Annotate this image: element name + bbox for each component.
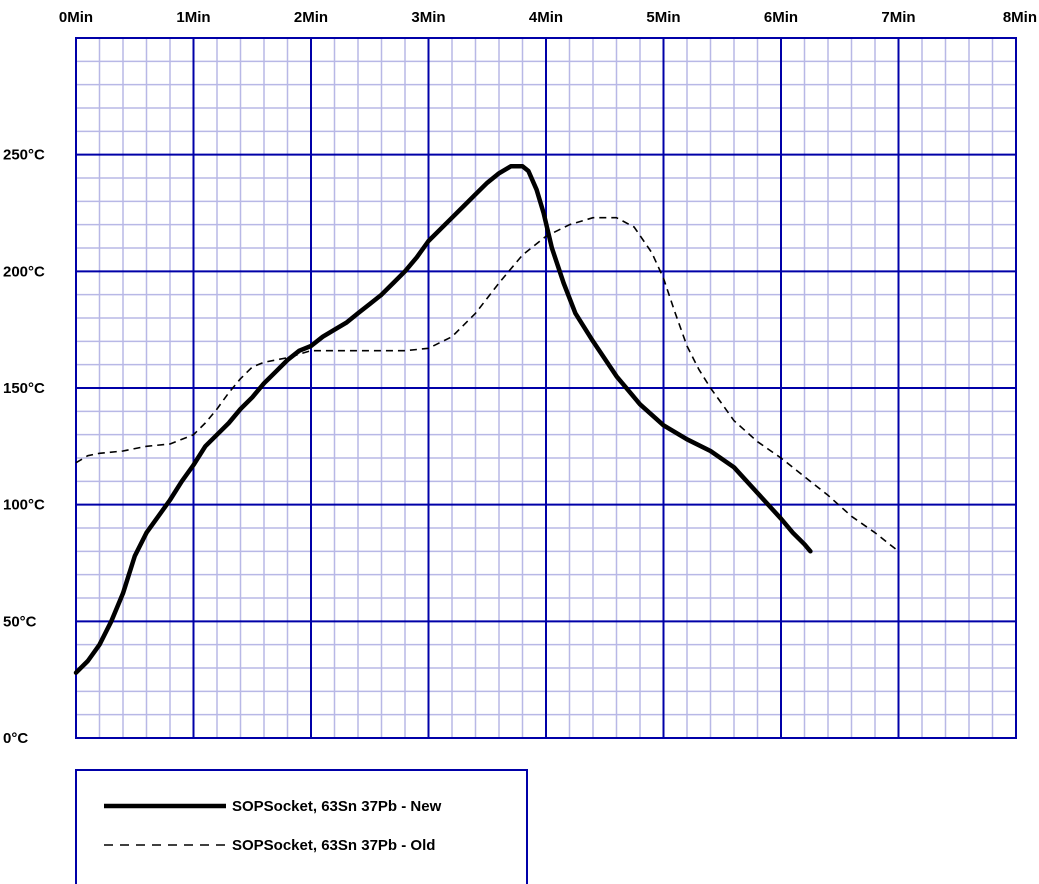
legend-label-old: SOPSocket, 63Sn 37Pb - Old [232,837,435,854]
x-tick-label: 3Min [411,9,445,26]
x-tick-label: 4Min [529,9,563,26]
legend: SOPSocket, 63Sn 37Pb - New SOPSocket, 63… [75,769,528,884]
series-line-old [75,216,899,552]
x-tick-label: 0Min [59,9,93,26]
x-tick-label: 2Min [294,9,328,26]
legend-label-new: SOPSocket, 63Sn 37Pb - New [232,798,442,815]
plot-area-border [75,37,1017,739]
y-tick-label: 50°C [3,613,37,630]
y-tick-label: 100°C [3,497,45,514]
x-tick-label: 8Min [1003,9,1037,26]
x-axis-ticks: 0Min 1Min 2Min 3Min 4Min 5Min 6Min 7Min 8Min [59,9,1037,26]
y-tick-label: 200°C [3,263,45,280]
y-tick-label: 250°C [3,147,45,164]
y-axis-ticks: 0°C 50°C 100°C 150°C 200°C 250°C [3,147,45,747]
series-layer [73,164,899,675]
x-tick-label: 7Min [881,9,915,26]
y-tick-label: 0°C [3,730,28,747]
series-line-new [73,164,813,675]
x-tick-label: 6Min [764,9,798,26]
legend-box [75,769,528,884]
x-tick-label: 5Min [646,9,680,26]
y-tick-label: 150°C [3,380,45,397]
x-tick-label: 1Min [176,9,210,26]
